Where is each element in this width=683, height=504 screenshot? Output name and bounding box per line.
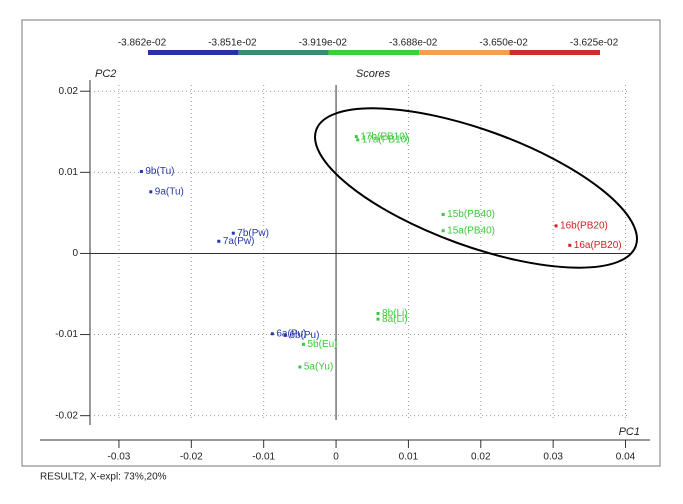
chart-title: Scores — [356, 68, 391, 80]
point-label: 6b(Pu) — [289, 330, 319, 341]
point-label: 9a(Tu) — [155, 186, 184, 197]
x-tick-label: -0.01 — [252, 452, 275, 463]
colorbar-label: -3.919e-02 — [299, 38, 348, 49]
colorbar-segment — [419, 50, 510, 55]
point-label: 16a(PB20) — [574, 240, 622, 251]
point-label: 17b(PB10) — [360, 131, 408, 142]
frame — [21, 19, 661, 467]
x-tick-label: 0.04 — [616, 452, 636, 463]
y-tick-label: 0.02 — [59, 86, 79, 97]
y-tick-label: -0.02 — [55, 410, 78, 421]
y-tick-label: 0.01 — [59, 167, 79, 178]
colorbar-label: -3.688e-02 — [389, 38, 438, 49]
colorbar-segment — [509, 50, 600, 55]
point — [354, 135, 358, 139]
x-tick-label: 0.01 — [399, 452, 419, 463]
highlight-ellipse — [314, 107, 638, 269]
point-label: 7a(Pw) — [223, 236, 255, 247]
point-label: 8b(Li) — [382, 308, 408, 319]
x-tick-label: 0.03 — [543, 452, 563, 463]
point-label: 6a(Pu) — [276, 328, 306, 339]
colorbar-label: -3.650e-02 — [479, 38, 528, 49]
colorbar-segment — [148, 50, 239, 55]
point — [356, 138, 360, 142]
point — [231, 231, 235, 235]
y-axis-label: PC2 — [95, 68, 116, 80]
x-tick-label: 0 — [333, 452, 339, 463]
y-tick-label: 0 — [72, 248, 78, 259]
point — [217, 239, 221, 243]
point — [376, 311, 380, 315]
x-tick-label: 0.02 — [471, 452, 491, 463]
point-label: 15a(PB40) — [447, 225, 495, 236]
x-tick-label: -0.03 — [108, 452, 131, 463]
colorbar-segment — [328, 50, 420, 55]
point — [376, 317, 380, 321]
point-label: 7b(Pw) — [237, 228, 269, 239]
point — [554, 224, 558, 228]
point — [283, 333, 287, 337]
y-tick-label: -0.01 — [55, 329, 78, 340]
point — [301, 342, 305, 346]
point — [149, 190, 153, 194]
point-label: 5b(Eu) — [307, 339, 337, 350]
colorbar-label: -3.851e-02 — [208, 38, 257, 49]
point-label: 5a(Yu) — [304, 362, 333, 373]
point — [298, 365, 302, 369]
footer: RESULT2, X-expl: 73%,20% — [40, 472, 167, 483]
point-label: 15b(PB40) — [447, 209, 495, 220]
point-label: 8a(Li) — [382, 314, 408, 325]
point — [139, 170, 143, 174]
x-tick-label: -0.02 — [180, 452, 203, 463]
colorbar-segment — [238, 50, 329, 55]
point — [441, 229, 445, 233]
x-axis-label: PC1 — [619, 426, 640, 438]
colorbar-label: -3.862e-02 — [118, 38, 167, 49]
point-label: 17a(PB10) — [362, 135, 410, 146]
point — [270, 332, 274, 336]
point — [441, 213, 445, 217]
point-label: 16b(PB20) — [560, 221, 608, 232]
point — [568, 243, 572, 247]
colorbar-label: -3.625e-02 — [570, 38, 619, 49]
point-label: 9b(Tu) — [145, 166, 174, 177]
